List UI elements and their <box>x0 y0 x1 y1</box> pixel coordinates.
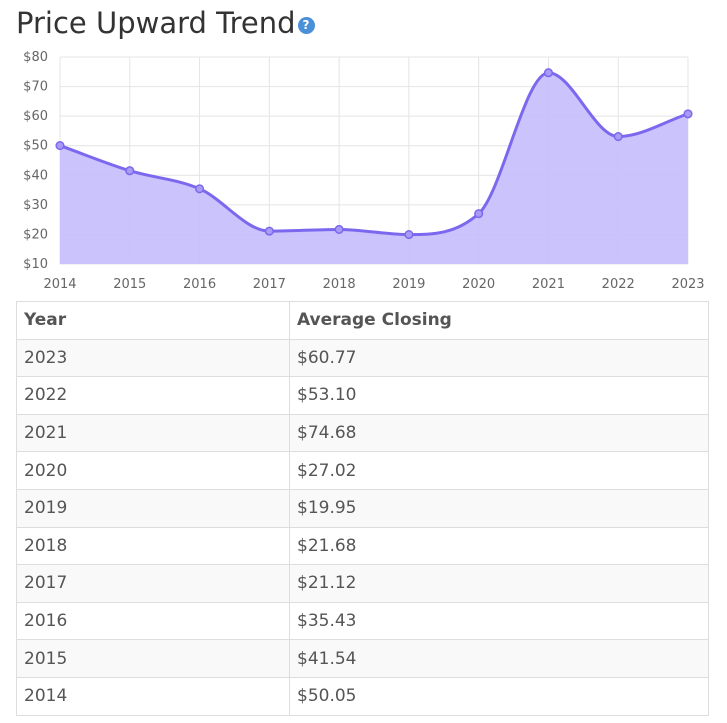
data-point[interactable] <box>543 68 553 78</box>
data-point[interactable] <box>683 109 693 119</box>
y-tick-label: $50 <box>23 139 48 154</box>
y-tick-label: $40 <box>23 168 48 183</box>
y-tick-label: $80 <box>23 50 48 65</box>
y-tick-label: $10 <box>23 257 48 272</box>
table-row: 2018 $21.68 <box>16 526 709 566</box>
price-cell: $21.68 <box>289 526 709 566</box>
year-cell: 2019 <box>16 488 290 528</box>
x-tick-label: 2015 <box>113 277 146 292</box>
year-cell: 2015 <box>16 639 290 678</box>
y-tick-label: $60 <box>23 109 48 124</box>
x-tick-label: 2018 <box>323 277 356 292</box>
table-row: 2021 $74.68 <box>16 413 709 453</box>
question-circle-icon[interactable]: ? <box>297 16 315 34</box>
year-cell: 2022 <box>16 376 290 415</box>
price-cell: $60.77 <box>289 338 709 378</box>
year-cell: 2023 <box>16 338 290 378</box>
chart-area <box>59 71 689 265</box>
price-cell: $41.54 <box>289 639 709 678</box>
data-point[interactable] <box>334 224 344 235</box>
price-trend-chart: $10$20$30$40$50$60$70$80 2014 2015 2016 201… <box>23 50 704 292</box>
data-point[interactable] <box>613 131 623 142</box>
data-point[interactable] <box>195 184 205 194</box>
x-axis-ticks: 2014 2015 2016 2017 2018 2019 2020 2021 2022 2023 <box>43 277 704 292</box>
price-cell: $35.43 <box>289 601 709 641</box>
year-cell: 2014 <box>16 676 290 716</box>
title-row: Price Upward Trend ? <box>16 4 315 42</box>
column-header-average-closing: Average Closing <box>289 301 709 340</box>
x-tick-label: 2022 <box>602 277 635 292</box>
series-line <box>59 71 689 237</box>
y-tick-label: $30 <box>23 198 48 213</box>
page-title: Price Upward Trend <box>16 5 296 40</box>
price-cell: $21.12 <box>289 564 709 603</box>
data-point[interactable] <box>264 226 274 236</box>
table-row: 2019 $19.95 <box>16 488 709 528</box>
year-cell: 2017 <box>16 564 290 603</box>
year-cell: 2020 <box>16 451 290 490</box>
year-cell: 2016 <box>16 601 290 641</box>
price-cell: $53.10 <box>289 376 709 415</box>
year-cell: 2018 <box>16 526 290 566</box>
y-axis-ticks: $10 $20 $30 $40 $50 $60 $70 $80 <box>23 50 48 272</box>
area-fill <box>60 72 688 265</box>
x-tick-label: 2017 <box>253 277 286 292</box>
x-tick-label: 2020 <box>462 277 495 292</box>
table-row: 2014 $50.05 <box>16 676 709 716</box>
table-row: 2023 $60.77 <box>16 338 709 378</box>
price-cell: $74.68 <box>289 413 709 453</box>
table-row: 2015 $41.54 <box>16 639 709 678</box>
x-tick-label: 2021 <box>532 277 565 292</box>
x-tick-label: 2023 <box>671 277 704 292</box>
data-point[interactable] <box>404 230 414 240</box>
x-tick-label: 2016 <box>183 277 216 292</box>
column-header-year: Year <box>16 301 290 340</box>
price-cell: $27.02 <box>289 451 709 490</box>
data-point[interactable] <box>125 166 135 176</box>
data-point[interactable] <box>55 141 65 151</box>
table-row: 2022 $53.10 <box>16 376 709 415</box>
price-table: Year Average Closing 2023 $60.77 2022 $53.… <box>16 301 709 716</box>
chart-points <box>55 68 693 240</box>
price-cell: $50.05 <box>289 676 709 716</box>
x-tick-label: 2019 <box>392 277 425 292</box>
data-point[interactable] <box>474 209 484 219</box>
price-cell: $19.95 <box>289 488 709 528</box>
table-row: 2020 $27.02 <box>16 451 709 490</box>
table-row: 2016 $35.43 <box>16 601 709 641</box>
year-cell: 2021 <box>16 413 290 453</box>
x-tick-label: 2014 <box>43 277 76 292</box>
y-tick-label: $20 <box>23 227 48 242</box>
table-row: 2017 $21.12 <box>16 564 709 603</box>
table-header-row: Year Average Closing <box>16 301 709 340</box>
y-tick-label: $70 <box>23 80 48 95</box>
